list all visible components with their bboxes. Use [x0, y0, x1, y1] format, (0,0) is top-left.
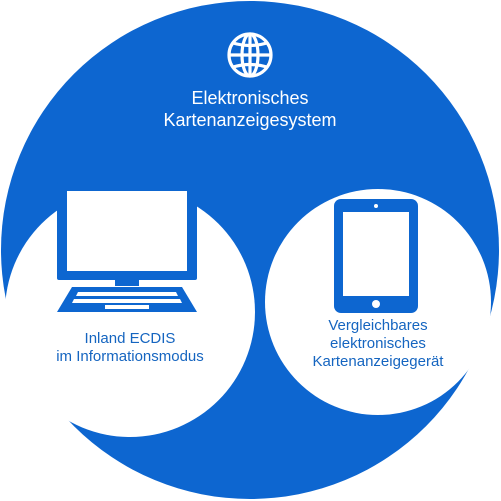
left-device-label: Inland ECDIS im Informationsmodus [20, 330, 240, 366]
right-label-line3: Kartenanzeigegerät [312, 353, 444, 370]
left-label-line2: im Informationsmodus [56, 348, 204, 365]
right-label-line1: Vergleichbares [328, 317, 428, 334]
right-device-label: Vergleichbares elektronisches Kartenanze… [270, 317, 486, 371]
globe-icon [227, 32, 273, 78]
left-label-line1: Inland ECDIS [84, 330, 176, 347]
outer-title-line2: Kartenanzeigesystem [163, 109, 337, 130]
tablet-icon [334, 199, 418, 313]
computer-monitor-icon [57, 182, 197, 312]
outer-system-title: Elektronisches Kartenanzeigesystem [100, 88, 400, 131]
outer-title-line1: Elektronisches [191, 88, 309, 108]
right-label-line2: elektronisches [330, 335, 426, 352]
